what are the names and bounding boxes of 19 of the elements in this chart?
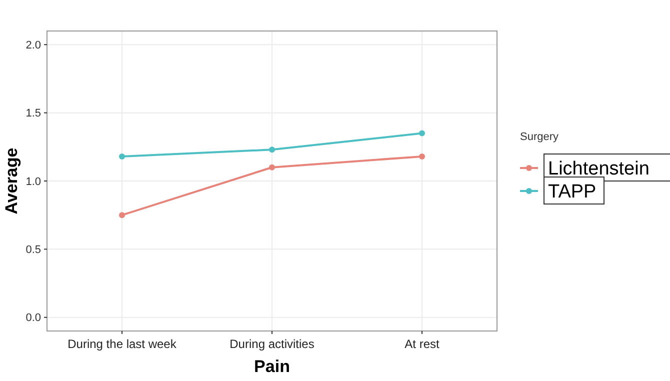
point: [119, 153, 125, 160]
y-tick-label: 0.5: [26, 244, 41, 256]
legend-label: Lichtenstein: [548, 158, 650, 180]
y-tick-label: 1.0: [26, 176, 41, 188]
x-tick-label: During the last week: [68, 337, 178, 351]
point: [269, 146, 275, 153]
y-tick-label: 0.0: [26, 312, 41, 324]
point: [419, 130, 425, 136]
y-axis-title: Average: [2, 148, 21, 214]
x-tick-label: During activities: [230, 337, 314, 351]
legend-label: TAPP: [548, 182, 596, 203]
x-axis-title: Pain: [254, 357, 290, 376]
point: [119, 212, 125, 218]
point: [269, 164, 275, 170]
x-tick-label: At rest: [404, 337, 440, 351]
legend-title: Surgery: [520, 131, 560, 143]
y-tick-label: 2.0: [26, 39, 41, 52]
y-tick-label: 1.5: [26, 108, 41, 120]
point: [419, 153, 425, 160]
